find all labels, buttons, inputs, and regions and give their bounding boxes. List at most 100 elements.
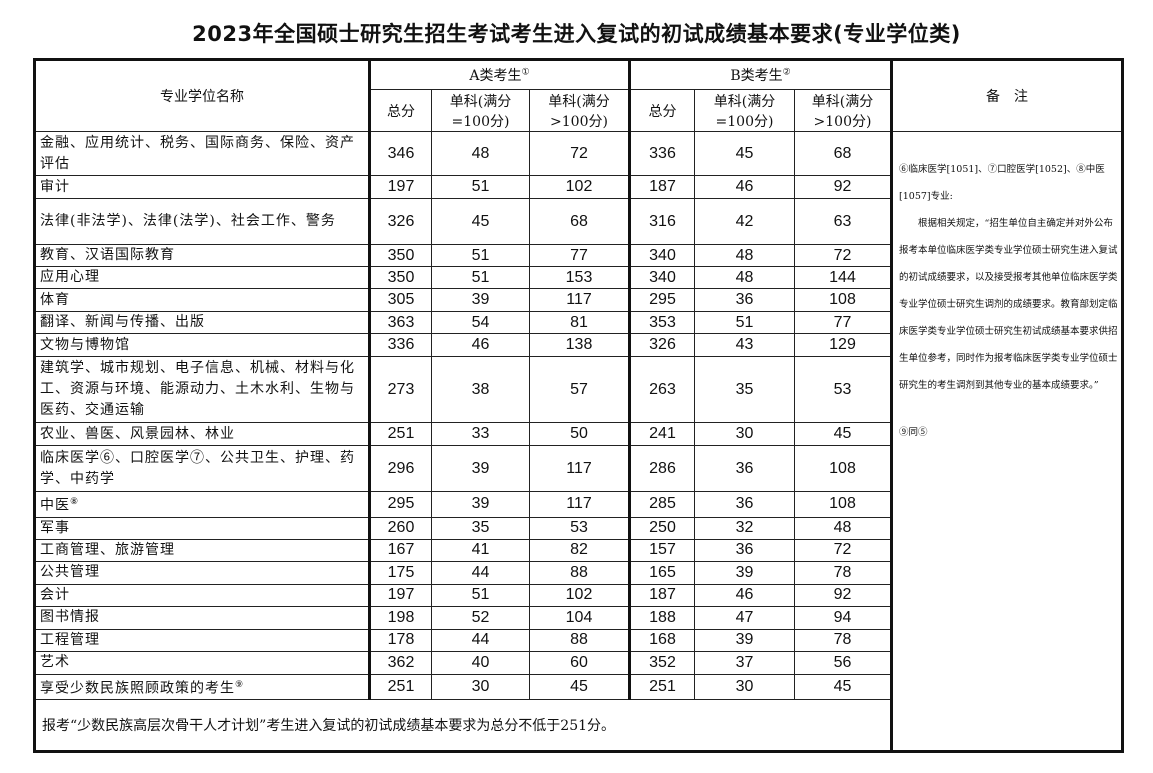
b-total-score: 241 <box>628 422 695 446</box>
b-singleover-score: 56 <box>793 650 893 675</box>
header-a-single100: 单科(满分 =100分) <box>431 89 530 132</box>
major-name: 应用心理 <box>34 266 370 289</box>
a-singleover-score: 153 <box>529 266 630 289</box>
table-row: 翻译、新闻与传播、出版 363 54 81 353 51 77 <box>34 311 1123 334</box>
table-row: 文物与博物馆 336 46 138 326 43 129 <box>34 333 1123 357</box>
major-name: 审计 <box>34 175 370 199</box>
a-total-score: 175 <box>368 560 432 585</box>
b-total-score: 336 <box>628 131 695 176</box>
a-single100-score: 44 <box>431 628 530 652</box>
header-major-name: 专业学位名称 <box>34 59 370 132</box>
major-name: 文物与博物馆 <box>34 333 370 357</box>
score-table: 专业学位名称 A类考生① B类考生② 备 注 总分 单科(满分 =100分) 单科… <box>33 58 1125 754</box>
b-singleover-score: 94 <box>793 605 893 630</box>
b-single100-score: 36 <box>694 445 795 492</box>
b-single100-score: 32 <box>694 516 795 540</box>
remark-note-2: 根据相关规定，“招生单位自主确定并对外公布报考本单位临床医学类专业学位硕士研究生… <box>899 218 1118 391</box>
b-singleover-score: 45 <box>793 673 893 701</box>
b-single100-score: 30 <box>694 673 795 701</box>
a-single100-score: 30 <box>431 673 530 701</box>
a-single100-score: 38 <box>431 356 530 423</box>
b-total-score: 285 <box>628 491 695 518</box>
b-singleover-score: 72 <box>793 244 893 267</box>
a-singleover-score: 82 <box>529 538 630 562</box>
header-a-singleover: 单科(满分 >100分) <box>529 89 630 132</box>
page-title: 2023年全国硕士研究生招生考试考生进入复试的初试成绩基本要求(专业学位类) <box>192 22 961 46</box>
a-total-score: 197 <box>368 175 432 199</box>
a-singleover-score: 72 <box>529 131 630 176</box>
major-name: 临床医学⑥、口腔医学⑦、公共卫生、护理、药学、中药学 <box>34 445 370 492</box>
b-singleover-score: 77 <box>793 311 893 334</box>
a-single100-score: 41 <box>431 538 530 562</box>
table-row: 教育、汉语国际教育 350 51 77 340 48 72 <box>34 244 1123 267</box>
b-total-score: 188 <box>628 605 695 630</box>
b-single100-score: 42 <box>694 198 795 245</box>
b-total-score: 168 <box>628 628 695 652</box>
b-single100-score: 35 <box>694 356 795 423</box>
b-singleover-score: 78 <box>793 560 893 585</box>
a-total-score: 167 <box>368 538 432 562</box>
a-single100-score: 39 <box>431 491 530 518</box>
major-name: 军事 <box>34 516 370 540</box>
a-total-score: 273 <box>368 356 432 423</box>
b-single100-score: 39 <box>694 628 795 652</box>
major-name: 中医⑧ <box>34 491 370 518</box>
a-singleover-score: 102 <box>529 175 630 199</box>
a-single100-score: 46 <box>431 333 530 357</box>
header-a-total: 总分 <box>368 89 432 132</box>
table-row: 建筑学、城市规划、电子信息、机械、材料与化工、资源与环境、能源动力、土木水利、生… <box>34 356 1123 423</box>
b-single100-score: 48 <box>694 244 795 267</box>
a-single100-score: 54 <box>431 311 530 334</box>
b-single100-score: 43 <box>694 333 795 357</box>
a-singleover-score: 60 <box>529 650 630 675</box>
a-total-score: 326 <box>368 198 432 245</box>
a-total-score: 251 <box>368 673 432 701</box>
header-b-singleover: 单科(满分 >100分) <box>793 89 893 132</box>
table-row: 审计 197 51 102 187 46 92 <box>34 175 1123 199</box>
a-singleover-score: 138 <box>529 333 630 357</box>
a-singleover-score: 88 <box>529 560 630 585</box>
a-single100-score: 39 <box>431 288 530 312</box>
b-single100-score: 46 <box>694 175 795 199</box>
b-single100-score: 36 <box>694 538 795 562</box>
a-singleover-score: 68 <box>529 198 630 245</box>
a-single100-score: 33 <box>431 422 530 446</box>
a-single100-score: 39 <box>431 445 530 492</box>
b-singleover-score: 92 <box>793 583 893 607</box>
major-name: 图书情报 <box>34 605 370 630</box>
a-singleover-score: 117 <box>529 445 630 492</box>
b-total-score: 353 <box>628 311 695 334</box>
major-name: 教育、汉语国际教育 <box>34 244 370 267</box>
a-singleover-score: 104 <box>529 605 630 630</box>
major-name: 建筑学、城市规划、电子信息、机械、材料与化工、资源与环境、能源动力、土木水利、生… <box>34 356 370 423</box>
remarks-cell: ⑥临床医学[1051]、⑦口腔医学[1052]、⑧中医[1057]专业: 根据相关… <box>890 130 1124 753</box>
b-total-score: 251 <box>628 673 695 701</box>
major-name: 农业、兽医、风景园林、林业 <box>34 422 370 446</box>
b-singleover-score: 92 <box>793 175 893 199</box>
major-name: 艺术 <box>34 650 370 675</box>
a-single100-score: 48 <box>431 131 530 176</box>
a-total-score: 336 <box>368 333 432 357</box>
b-singleover-score: 45 <box>793 422 893 446</box>
b-singleover-score: 108 <box>793 288 893 312</box>
a-singleover-score: 102 <box>529 583 630 607</box>
header-group-b: B类考生② <box>627 59 893 90</box>
footer-note: 报考“少数民族高层次骨干人才计划”考生进入复试的初试成绩基本要求为总分不低于25… <box>33 699 893 753</box>
a-total-score: 350 <box>368 244 432 267</box>
a-singleover-score: 45 <box>529 673 630 701</box>
a-singleover-score: 117 <box>529 491 630 518</box>
major-name: 体育 <box>34 288 370 312</box>
major-name: 公共管理 <box>34 560 370 585</box>
b-single100-score: 48 <box>694 266 795 289</box>
a-total-score: 198 <box>368 605 432 630</box>
a-total-score: 362 <box>368 650 432 675</box>
major-name: 法律(非法学)、法律(法学)、社会工作、警务 <box>34 198 370 245</box>
table-row: 法律(非法学)、法律(法学)、社会工作、警务 326 45 68 316 42 63 <box>34 198 1123 245</box>
a-total-score: 295 <box>368 491 432 518</box>
b-single100-score: 30 <box>694 422 795 446</box>
b-singleover-score: 68 <box>793 131 893 176</box>
header-b-total: 总分 <box>628 89 695 132</box>
b-total-score: 340 <box>628 244 695 267</box>
b-total-score: 340 <box>628 266 695 289</box>
b-singleover-score: 108 <box>793 445 893 492</box>
